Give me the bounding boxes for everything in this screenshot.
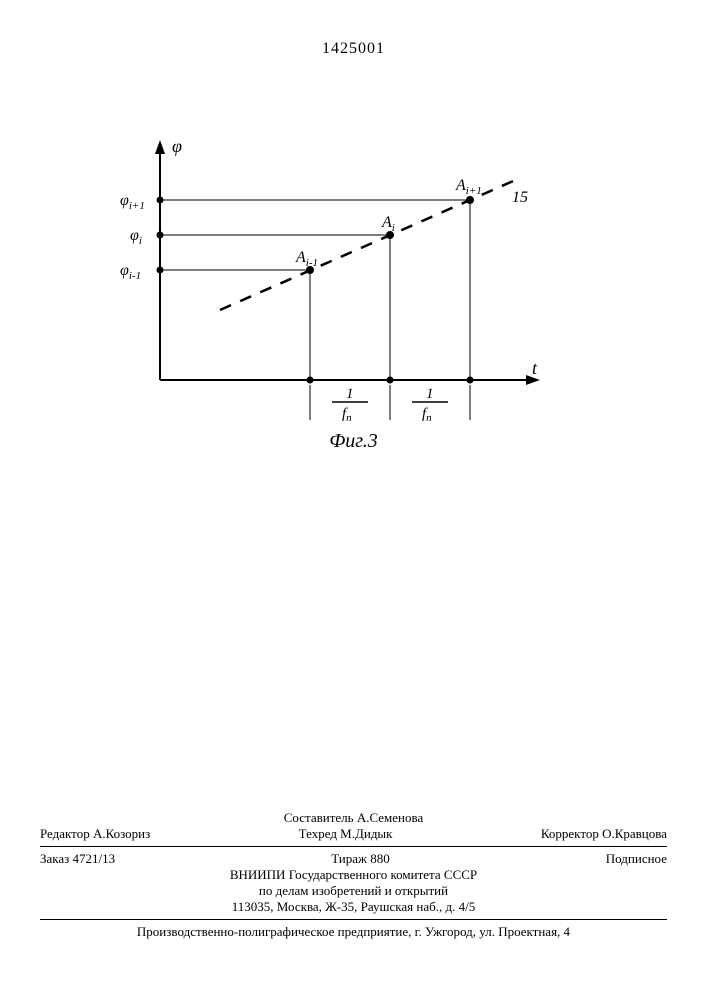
corrector-label: Корректор О.Кравцова: [541, 826, 667, 842]
interval-2-num: 1: [426, 386, 434, 402]
point-a-iplus1: [466, 196, 474, 204]
x-axis-label: t: [532, 358, 538, 378]
line-ref-label: 15: [512, 189, 528, 206]
org2-line: по делам изобретений и открытий: [40, 883, 667, 899]
chart-svg: φ t φi+1 φi φi-1 Ai-1 Ai Ai+1 15 1 fn 1 …: [100, 120, 560, 430]
order-row: Заказ 4721/13 Тираж 880 Подписное: [40, 851, 667, 867]
point-label-a-i: Ai: [381, 214, 395, 234]
x-tick-point-3: [467, 377, 474, 384]
techred-label: Техред М.Дидык: [299, 826, 393, 842]
printer-line: Производственно-полиграфическое предприя…: [40, 924, 667, 940]
figure-caption: Фиг.3: [0, 430, 707, 453]
trend-line-15: [220, 178, 520, 310]
point-label-a-iplus1: Ai+1: [455, 177, 482, 197]
y-tick-point-1: [157, 267, 164, 274]
tirazh-label: Тираж 880: [331, 851, 390, 867]
order-label: Заказ 4721/13: [40, 851, 115, 867]
interval-1-num: 1: [346, 386, 354, 402]
imprint-block: Составитель А.Семенова Редактор А.Козори…: [40, 810, 667, 940]
x-tick-point-2: [387, 377, 394, 384]
interval-1-den: fn: [342, 406, 352, 424]
addr1-line: 113035, Москва, Ж-35, Раушская наб., д. …: [40, 899, 667, 915]
podpisnoe-label: Подписное: [606, 851, 667, 867]
y-axis-label: φ: [172, 136, 182, 156]
editors-row: Редактор А.Козориз Техред М.Дидык Коррек…: [40, 826, 667, 842]
y-axis-arrow: [155, 140, 165, 154]
x-tick-point-1: [307, 377, 314, 384]
editor-label: Редактор А.Козориз: [40, 826, 150, 842]
org1-line: ВНИИПИ Государственного комитета СССР: [40, 867, 667, 883]
y-tick-label-2: φi: [130, 227, 142, 247]
figure-3-chart: φ t φi+1 φi φi-1 Ai-1 Ai Ai+1 15 1 fn 1 …: [100, 120, 560, 430]
point-label-a-iminus1: Ai-1: [295, 249, 318, 269]
page: 1425001: [0, 0, 707, 1000]
compiler-line: Составитель А.Семенова: [40, 810, 667, 826]
y-tick-point-3: [157, 197, 164, 204]
document-number: 1425001: [0, 40, 707, 58]
rule-1: [40, 846, 667, 847]
y-tick-point-2: [157, 232, 164, 239]
y-tick-label-1: φi-1: [120, 262, 141, 282]
y-tick-label-3: φi+1: [120, 192, 145, 212]
interval-2-den: fn: [422, 406, 432, 424]
rule-2: [40, 919, 667, 920]
